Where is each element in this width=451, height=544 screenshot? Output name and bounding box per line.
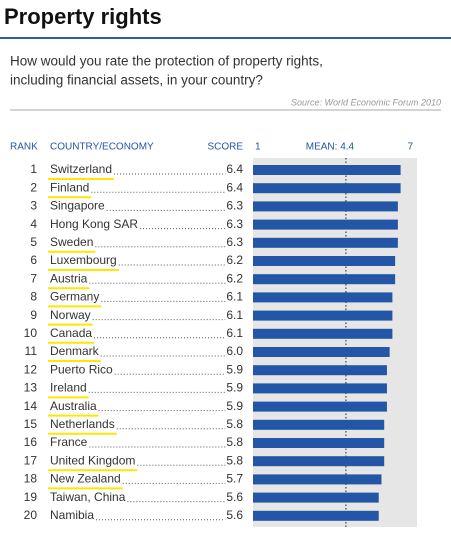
value-label: 6.0 xyxy=(226,344,243,358)
category-label: Sweden xyxy=(50,235,93,249)
bar xyxy=(253,219,398,230)
category-label: Netherlands xyxy=(50,417,115,431)
category-label: United Kingdom xyxy=(50,453,135,467)
value-header: SCORE xyxy=(207,142,243,153)
bar xyxy=(253,438,385,448)
bar xyxy=(253,347,390,357)
value-label: 5.8 xyxy=(226,435,243,449)
value-label: 6.4 xyxy=(226,162,243,176)
rank: 8 xyxy=(30,290,37,304)
rank: 18 xyxy=(24,472,38,486)
value-label: 5.9 xyxy=(226,381,243,395)
rank: 19 xyxy=(24,490,38,504)
value-label: 6.1 xyxy=(226,326,243,340)
category-label: Hong Kong SAR xyxy=(50,217,138,231)
source: Source: World Economic Forum 2010 xyxy=(291,97,441,107)
value-label: 5.9 xyxy=(226,362,243,376)
value-label: 5.7 xyxy=(226,472,243,486)
category-label: Switzerland xyxy=(50,162,112,176)
rank: 6 xyxy=(30,253,37,267)
category-label: Singapore xyxy=(50,199,105,213)
rank: 16 xyxy=(24,435,38,449)
bar xyxy=(253,292,393,303)
category-header: COUNTRY/ECONOMY xyxy=(50,142,154,153)
bar xyxy=(253,383,387,394)
value-label: 6.1 xyxy=(226,308,243,322)
rank: 14 xyxy=(24,399,38,413)
rank: 10 xyxy=(24,326,38,340)
value-label: 5.8 xyxy=(226,453,243,467)
bar xyxy=(253,401,387,412)
bar xyxy=(253,237,398,248)
bar xyxy=(253,510,379,521)
x-tick-label: 7 xyxy=(407,142,413,153)
rank: 5 xyxy=(30,235,37,249)
bar xyxy=(253,474,382,485)
question: including financial assets, in your coun… xyxy=(10,73,263,88)
value-label: 6.1 xyxy=(226,290,243,304)
bar xyxy=(253,365,387,376)
value-label: 6.3 xyxy=(226,235,243,249)
rank: 12 xyxy=(24,362,38,376)
category-label: Norway xyxy=(50,308,91,322)
value-label: 5.9 xyxy=(226,399,243,413)
category-label: Canada xyxy=(50,326,92,340)
x-tick-label: 1 xyxy=(255,142,261,153)
category-label: Luxembourg xyxy=(50,253,117,267)
category-label: Taiwan, China xyxy=(50,490,126,504)
bar xyxy=(253,310,393,321)
plot-background xyxy=(253,158,417,527)
rank: 11 xyxy=(25,344,38,358)
bar xyxy=(253,274,396,285)
category-label: Puerto Rico xyxy=(50,362,113,376)
category-label: Denmark xyxy=(50,344,100,358)
value-label: 5.6 xyxy=(226,508,243,522)
rank: 13 xyxy=(24,381,38,395)
rank: 20 xyxy=(24,508,38,522)
bar xyxy=(253,256,396,266)
rank: 4 xyxy=(30,217,37,231)
bar xyxy=(253,456,385,467)
value-label: 6.4 xyxy=(226,180,243,194)
rank-header: RANK xyxy=(10,142,38,153)
category-label: Ireland xyxy=(50,381,87,395)
rank: 9 xyxy=(30,308,37,322)
bar xyxy=(253,492,379,503)
category-label: Australia xyxy=(50,399,97,413)
value-label: 6.3 xyxy=(226,199,243,213)
category-label: Germany xyxy=(50,290,99,304)
bar xyxy=(253,183,401,194)
rank: 17 xyxy=(24,453,38,467)
category-label: Finland xyxy=(50,180,89,194)
rank: 7 xyxy=(30,271,37,285)
value-label: 6.2 xyxy=(226,271,243,285)
x-tick-label: MEAN: 4.4 xyxy=(306,142,355,153)
value-label: 6.2 xyxy=(226,253,243,267)
chart-title: Property rights xyxy=(4,4,162,29)
value-label: 6.3 xyxy=(226,217,243,231)
bar xyxy=(253,201,398,212)
bar xyxy=(253,328,393,339)
rank: 3 xyxy=(30,199,37,213)
rank: 2 xyxy=(30,180,37,194)
rank: 15 xyxy=(24,417,38,431)
question: How would you rate the protection of pro… xyxy=(10,54,323,69)
value-label: 5.6 xyxy=(226,490,243,504)
rank: 1 xyxy=(30,162,37,176)
category-label: Austria xyxy=(50,271,88,285)
category-label: Namibia xyxy=(50,508,94,522)
category-label: New Zealand xyxy=(50,472,121,486)
category-label: France xyxy=(50,435,88,449)
bar xyxy=(253,419,385,430)
bar xyxy=(253,165,401,175)
value-label: 5.8 xyxy=(226,417,243,431)
